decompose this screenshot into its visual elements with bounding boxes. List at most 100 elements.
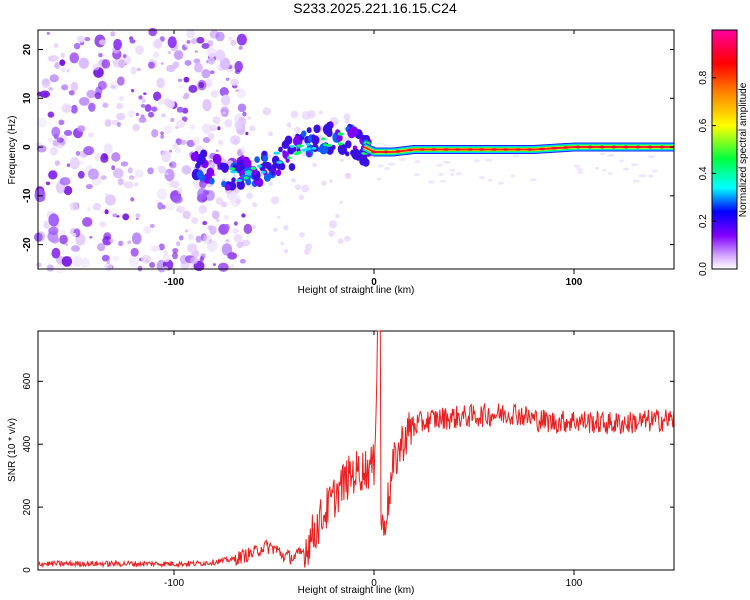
- spectral-ridge-blob: [197, 158, 204, 165]
- spectral-ridge-blob: [337, 143, 348, 155]
- spectral-noise-blob: [60, 52, 65, 58]
- spectral-noise-blob: [340, 158, 344, 162]
- spectral-noise-blob: [196, 36, 205, 44]
- spectral-noise-blob: [135, 213, 141, 218]
- spectral-noise-blob: [53, 133, 59, 140]
- spectral-noise-blob: [37, 117, 48, 128]
- spectral-noise-blob: [61, 256, 73, 267]
- top-y-axis-label: Frequency (Hz): [7, 116, 18, 185]
- spectral-noise-blob: [46, 31, 50, 35]
- colorbar-label: Normalized spectral amplitude: [738, 82, 749, 217]
- spectral-noise-blob: [111, 165, 116, 171]
- spectral-noise-blob: [176, 106, 184, 113]
- spectral-band-segment: [635, 145, 641, 149]
- spectral-noise-blob: [169, 180, 180, 189]
- spectral-noise-blob: [600, 152, 606, 156]
- spectral-noise-blob: [651, 169, 658, 173]
- spectral-noise-blob: [211, 210, 220, 220]
- spectral-ridge-blob: [349, 126, 359, 137]
- spectral-ridge-blob: [224, 183, 231, 191]
- spectral-noise-blob: [210, 90, 219, 98]
- spectral-noise-blob: [573, 164, 581, 168]
- spectral-noise-blob: [158, 243, 165, 251]
- spectral-noise-blob: [221, 94, 231, 106]
- spectral-noise-blob: [147, 167, 154, 175]
- spectral-noise-blob: [60, 66, 66, 73]
- spectral-ridge-blob: [230, 170, 238, 174]
- spectral-noise-blob: [116, 122, 122, 128]
- spectral-noise-blob: [176, 208, 181, 212]
- spectral-noise-blob: [165, 203, 176, 211]
- spectral-noise-blob: [111, 152, 121, 162]
- spectral-ridge-blob: [323, 143, 328, 147]
- spectral-noise-blob: [384, 167, 391, 171]
- spectral-noise-blob: [112, 213, 118, 218]
- spectral-noise-blob: [49, 74, 59, 83]
- spectral-noise-blob: [238, 45, 243, 50]
- spectral-noise-blob: [172, 61, 180, 69]
- spectral-noise-blob: [113, 168, 124, 179]
- spectral-noise-blob: [245, 131, 249, 136]
- spectral-noise-blob: [68, 90, 75, 96]
- spectral-noise-blob: [54, 61, 60, 70]
- spectral-ridge-blob: [284, 135, 293, 145]
- spectral-noise-blob: [194, 50, 198, 53]
- spectral-noise-blob: [132, 123, 140, 132]
- spectral-noise-blob: [154, 38, 163, 49]
- spectral-noise-blob: [72, 233, 77, 237]
- spectral-noise-blob: [209, 225, 217, 235]
- spectral-noise-blob: [236, 88, 246, 99]
- spectral-noise-blob: [156, 77, 165, 89]
- spectral-noise-blob: [377, 164, 384, 168]
- spectral-band-segment: [563, 146, 569, 149]
- spectral-noise-blob: [607, 172, 613, 176]
- spectral-noise-blob: [88, 102, 96, 112]
- spectral-ridge-blob: [263, 173, 271, 182]
- spectral-noise-blob: [266, 154, 272, 159]
- spectral-noise-blob: [162, 254, 171, 263]
- spectral-noise-blob: [268, 181, 273, 186]
- spectral-noise-blob: [102, 102, 109, 108]
- spectral-noise-blob: [427, 180, 435, 184]
- spectral-noise-blob: [100, 209, 104, 214]
- spectral-noise-blob: [131, 232, 142, 245]
- spectral-noise-blob: [69, 201, 78, 211]
- spectral-noise-blob: [179, 85, 184, 89]
- spectral-noise-blob: [202, 136, 211, 143]
- spectral-ridge-blob: [229, 182, 235, 189]
- spectral-noise-blob: [61, 104, 72, 114]
- spectral-noise-blob: [183, 92, 190, 99]
- bottom-y-tick-label: 600: [22, 373, 33, 390]
- spectral-ridge-blob: [229, 167, 236, 171]
- spectral-noise-blob: [197, 187, 208, 201]
- spectral-ridge-blob: [306, 152, 311, 157]
- spectral-noise-blob: [234, 221, 238, 226]
- top-plot-frame: [37, 29, 675, 270]
- spectral-noise-blob: [173, 50, 184, 60]
- spectral-noise-blob: [368, 155, 375, 159]
- spectral-noise-blob: [312, 162, 317, 168]
- spectral-noise-blob: [228, 36, 233, 41]
- spectral-band-segment: [479, 148, 485, 151]
- spectral-noise-blob: [151, 106, 158, 112]
- spectral-noise-blob: [167, 51, 171, 54]
- spectral-band-segment: [599, 145, 605, 149]
- spectral-noise-blob: [59, 59, 66, 66]
- spectral-noise-blob: [88, 168, 99, 180]
- spectral-ridge-blob: [231, 177, 236, 183]
- spectral-noise-blob: [387, 162, 396, 166]
- spectral-noise-blob: [59, 234, 68, 245]
- spectral-noise-blob: [47, 111, 55, 118]
- spectral-noise-blob: [478, 176, 486, 180]
- spectral-noise-blob: [72, 255, 83, 267]
- spectral-band-segment: [539, 147, 545, 151]
- spectral-noise-blob: [283, 248, 289, 254]
- spectral-noise-blob: [530, 178, 537, 182]
- spectral-band-segment: [407, 148, 413, 152]
- spectral-noise-blob: [299, 231, 305, 238]
- spectral-ridge-blob: [255, 177, 264, 188]
- spectral-band-segment: [419, 148, 425, 151]
- spectral-noise-blob: [48, 54, 59, 62]
- spectral-noise-blob: [166, 99, 175, 109]
